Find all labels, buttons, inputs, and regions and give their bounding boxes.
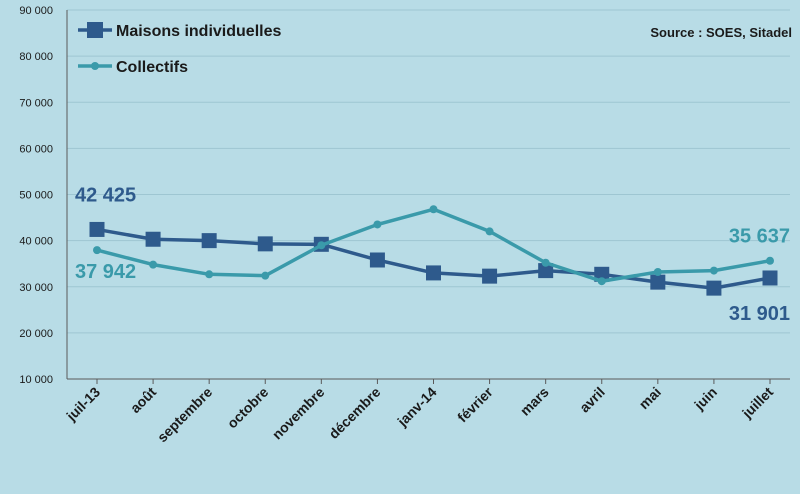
legend-label: Collectifs [116,59,188,76]
data-point-square [257,236,273,252]
data-point-circle [149,260,158,269]
data-point-square [706,280,722,296]
data-point-square [89,221,105,237]
data-point-circle [709,266,718,275]
legend-label: Maisons individuelles [116,23,281,40]
data-point-circle [541,258,550,267]
data-point-square [594,266,610,282]
data-point-square [426,265,441,281]
data-point-circle [373,220,382,229]
data-annotations: 42 425 37 942 35 637 31 901 [75,184,790,325]
data-point-circle [317,241,326,250]
value-annotation: 31 901 [729,303,790,325]
data-point-square [482,268,498,284]
data-point-square [201,233,217,249]
y-tick-label: 60 000 [19,143,53,155]
data-point-circle [597,277,606,286]
y-tick-label: 70 000 [19,97,53,109]
y-tick-label: 80 000 [19,51,53,63]
data-point-square [762,270,778,286]
data-point-square [369,252,385,268]
y-tick-label: 20 000 [19,328,53,340]
data-point-circle [205,270,214,279]
data-point-circle [653,267,662,276]
data-point-circle [485,227,494,236]
y-tick-label: 90 000 [19,5,53,17]
value-annotation: 37 942 [75,261,136,283]
y-tick-label: 10 000 [19,374,53,386]
value-annotation: 35 637 [729,226,790,248]
y-tick-label: 50 000 [19,190,53,202]
data-point-circle [429,205,438,214]
y-tick-label: 40 000 [19,236,53,248]
source-note: Source : SOES, Sitadel [650,25,792,40]
data-point-square [538,263,554,279]
legend-marker-square [87,22,103,38]
data-point-square [145,231,161,247]
data-point-circle [766,256,774,265]
legend-marker-circle [91,62,99,70]
y-axis: 10 000 20 000 30 000 40 000 50 000 60 000 70 0… [19,5,68,386]
y-tick-label: 30 000 [19,282,53,294]
data-point-circle [261,271,270,280]
data-point-circle [93,246,101,255]
series-layer [89,205,778,296]
legend: Maisons individuelles Collectifs [78,22,281,76]
data-point-square [650,274,666,290]
value-annotation: 42 425 [75,184,136,206]
